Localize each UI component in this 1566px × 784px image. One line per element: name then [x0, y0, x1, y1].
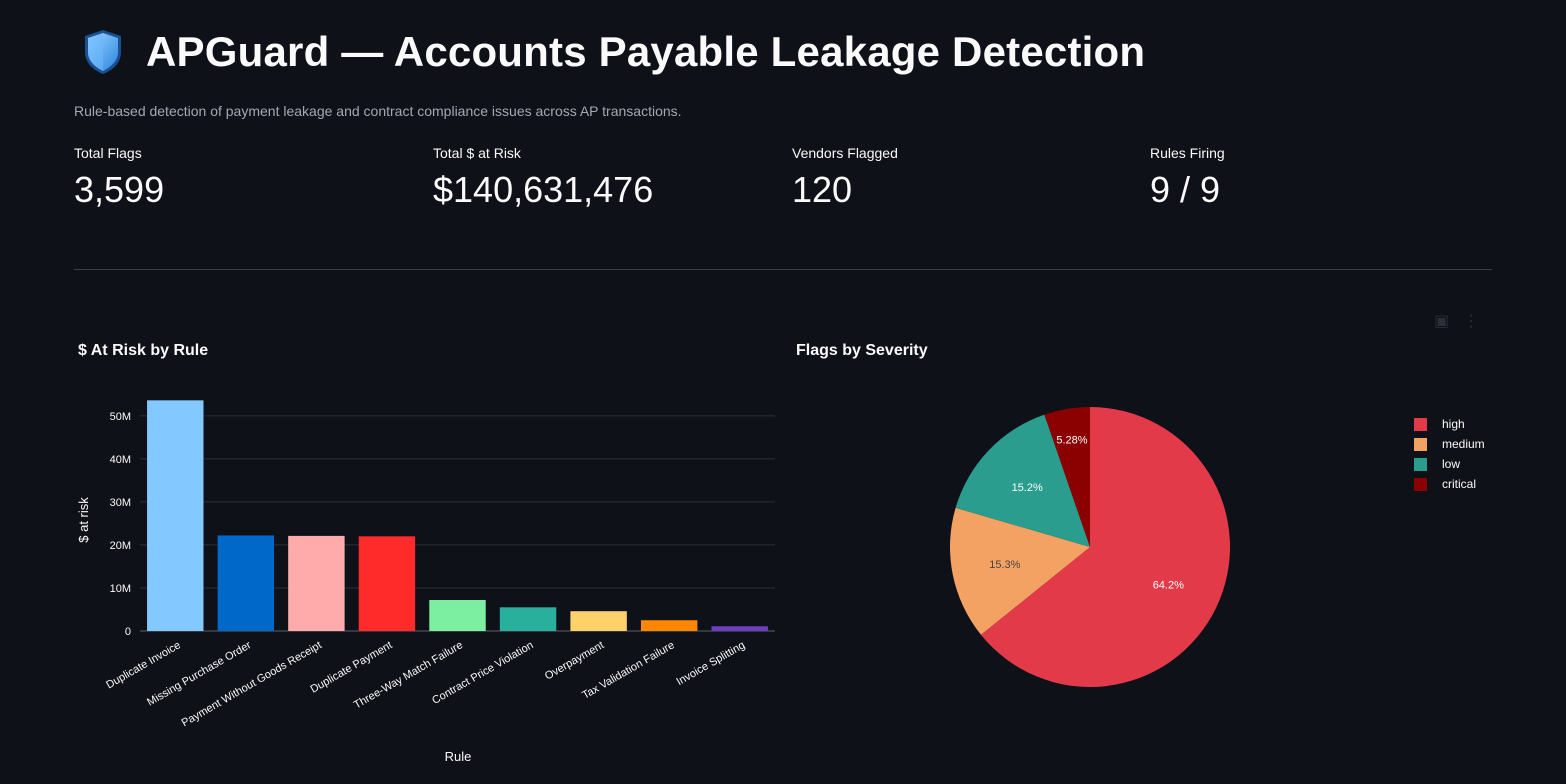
pie-legend: high medium low critical — [1414, 414, 1485, 494]
metric-label: Rules Firing — [1150, 145, 1225, 161]
more-icon[interactable]: ⋮ — [1463, 313, 1480, 330]
legend-item-low[interactable]: low — [1414, 454, 1485, 474]
bar[interactable] — [217, 535, 275, 631]
metric-label: Total Flags — [74, 145, 142, 161]
metric-rules-firing: Rules Firing 9 / 9 — [1150, 145, 1225, 211]
page-header: APGuard — Accounts Payable Leakage Detec… — [82, 28, 1145, 76]
legend-label: medium — [1442, 437, 1485, 451]
shield-icon — [85, 30, 121, 74]
bar[interactable] — [429, 600, 486, 631]
y-tick-label: 20M — [110, 540, 131, 552]
y-tick-label: 50M — [110, 411, 131, 423]
pie-slice-medium[interactable] — [950, 507, 1090, 635]
bar[interactable] — [711, 626, 768, 631]
pie-slice-label: 15.2% — [1012, 482, 1043, 494]
bar[interactable] — [288, 535, 345, 631]
metric-total-at-risk: Total $ at Risk $140,631,476 — [433, 145, 653, 211]
metric-value: 3,599 — [74, 169, 165, 210]
camera-icon[interactable]: ▣ — [1434, 313, 1450, 330]
page-subtitle: Rule-based detection of payment leakage … — [74, 103, 682, 119]
bar[interactable] — [640, 620, 698, 631]
legend-label: critical — [1442, 477, 1477, 491]
legend-item-medium[interactable]: medium — [1414, 434, 1485, 454]
legend-item-critical[interactable]: critical — [1414, 474, 1485, 494]
bar-chart-title: $ At Risk by Rule — [78, 342, 209, 359]
legend-swatch — [1414, 477, 1427, 491]
x-tick-label: Overpayment — [543, 639, 606, 682]
legend-swatch — [1414, 417, 1427, 431]
pie-slice-high[interactable] — [980, 407, 1230, 687]
bar[interactable] — [570, 611, 627, 631]
pie-slice-label: 64.2% — [1153, 579, 1184, 591]
pie-slice-label: 5.28% — [1056, 434, 1087, 446]
x-tick-label: Payment Without Goods Receipt — [180, 639, 324, 729]
legend-swatch — [1414, 437, 1427, 451]
divider — [74, 269, 1492, 270]
x-tick-label: Invoice Splitting — [674, 639, 747, 688]
metric-label: Vendors Flagged — [792, 145, 898, 161]
y-tick-label: 0 — [125, 626, 131, 638]
metric-value: $140,631,476 — [433, 169, 654, 210]
metric-value: 120 — [792, 169, 853, 210]
pie-chart-title: Flags by Severity — [796, 342, 928, 359]
pie-slice-critical[interactable] — [1044, 407, 1090, 547]
bar[interactable] — [147, 400, 204, 631]
metric-vendors-flagged: Vendors Flagged 120 — [792, 145, 898, 211]
legend-item-high[interactable]: high — [1414, 414, 1485, 434]
metric-total-flags: Total Flags 3,599 — [74, 145, 164, 211]
legend-label: low — [1442, 457, 1461, 471]
legend-label: high — [1442, 417, 1465, 431]
y-axis-title: $ at risk — [76, 497, 91, 543]
metric-label: Total $ at Risk — [433, 145, 521, 161]
pie-slice-label: 15.3% — [989, 559, 1020, 571]
chart-toolbar: ▣ ⋮ — [1434, 311, 1479, 331]
pie-slice-low[interactable] — [955, 414, 1090, 547]
y-tick-label: 40M — [110, 454, 131, 466]
page-title: APGuard — Accounts Payable Leakage Detec… — [146, 28, 1146, 75]
metric-value: 9 / 9 — [1150, 169, 1221, 210]
y-tick-label: 30M — [110, 497, 131, 509]
legend-swatch — [1414, 457, 1427, 471]
x-axis-title: Rule — [445, 749, 472, 764]
pie-chart: 64.2% 15.3% 15.2% 5.28% — [950, 407, 1230, 687]
y-tick-label: 10M — [110, 583, 131, 595]
bar[interactable] — [358, 536, 416, 631]
bar[interactable] — [499, 607, 557, 631]
